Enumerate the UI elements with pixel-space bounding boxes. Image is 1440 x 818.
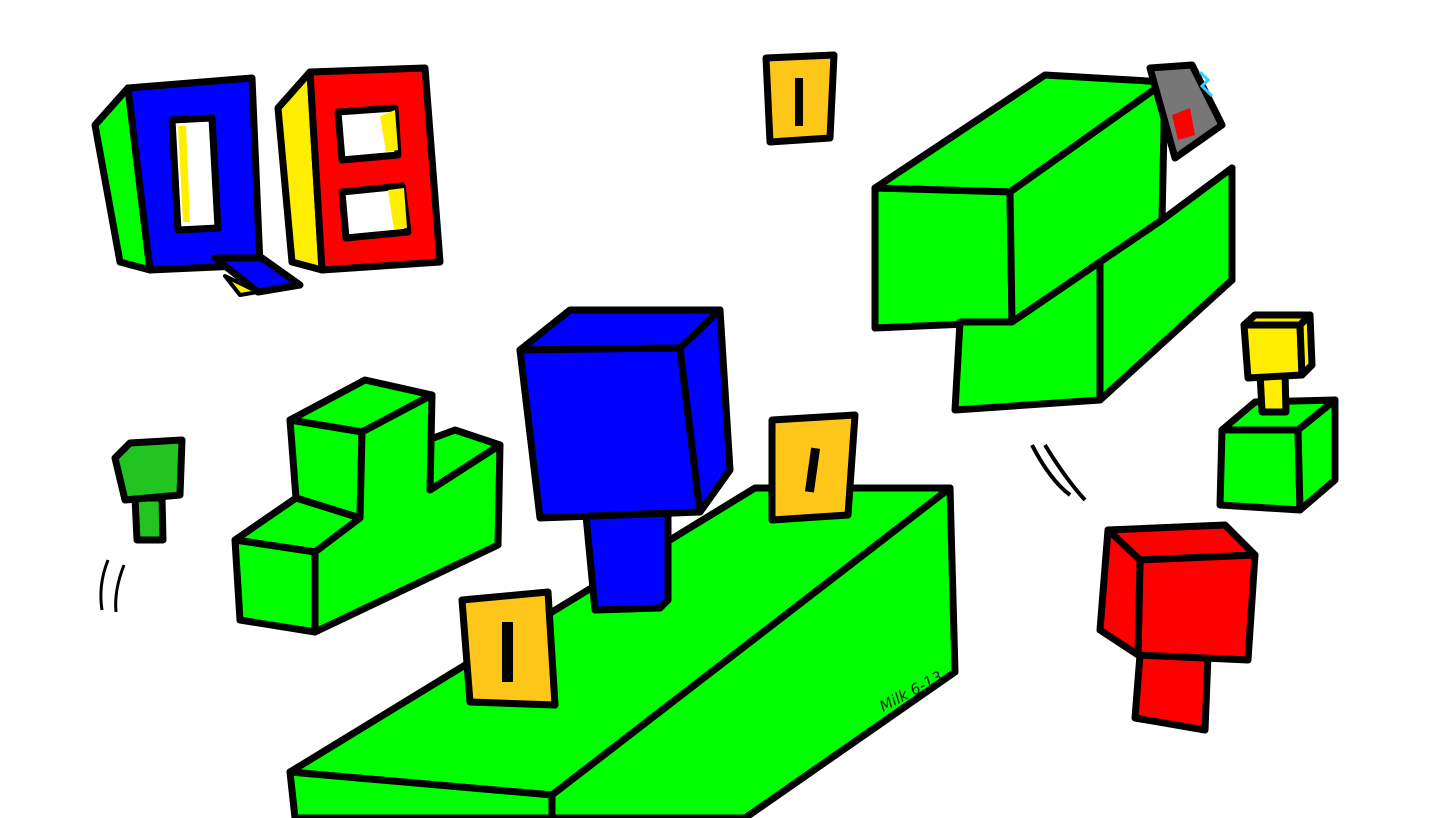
- small-block-front: [1216, 426, 1304, 514]
- q-tail-shade: [223, 274, 260, 297]
- t-side: [311, 391, 504, 636]
- player-leg: [581, 501, 672, 614]
- green-t-block: [231, 376, 504, 636]
- red-cube-character: [1096, 521, 1259, 734]
- red-leg: [1131, 651, 1212, 734]
- green-z-block: [871, 61, 1236, 414]
- q-hole-inner: [178, 126, 190, 222]
- motion-lines: [1030, 443, 1087, 502]
- yellow-head-front: [1240, 321, 1306, 382]
- small-green-block: [1216, 396, 1339, 514]
- red-head-front: [1134, 551, 1259, 664]
- b-hole-top-shade: [380, 110, 398, 152]
- platform-front: [286, 768, 556, 818]
- yellow-cube-character: [1240, 311, 1316, 416]
- gold-coin: [768, 411, 859, 524]
- small-block-side: [1294, 396, 1339, 514]
- z-upper-front: [871, 184, 1016, 332]
- z-lower-side: [1096, 164, 1236, 404]
- t-front-low: [231, 536, 319, 636]
- q-tail: [211, 254, 304, 296]
- main-green-platform: Milk 6-13: [286, 484, 959, 818]
- z-hinge-red: [1172, 108, 1195, 140]
- logo-letter-b: [274, 64, 444, 274]
- qb-logo: QB: [91, 64, 444, 297]
- blue-cube-player: [516, 306, 734, 614]
- gold-coin: [458, 588, 559, 709]
- player-head-front: [516, 344, 704, 522]
- player-head-side: [676, 306, 734, 516]
- b-face: [306, 64, 444, 274]
- small-green-head: [111, 436, 186, 504]
- small-green-cube-character: [99, 436, 186, 613]
- red-head-side: [1096, 526, 1144, 659]
- yellow-head-side: [1296, 311, 1316, 379]
- logo-letter-q: [91, 74, 304, 297]
- gold-coin: [762, 51, 838, 146]
- small-green-leg: [131, 494, 167, 544]
- z-spark: [1198, 70, 1214, 98]
- b-hole-bottom-shade: [388, 188, 407, 230]
